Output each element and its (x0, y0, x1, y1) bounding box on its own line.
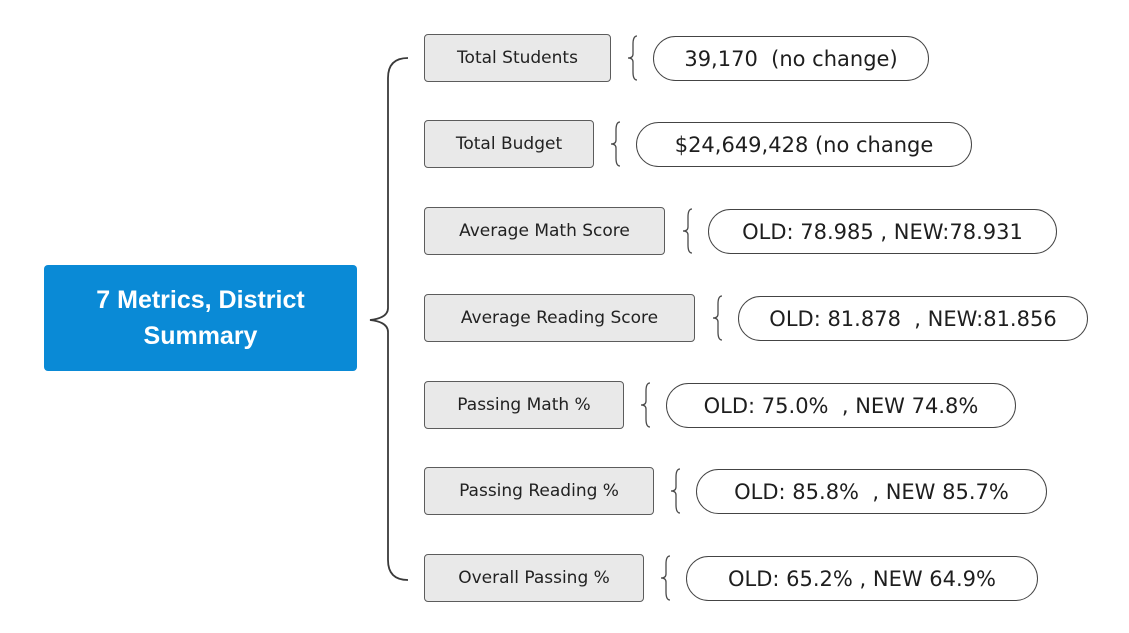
value-average-reading-score[interactable]: OLD: 81.878 , NEW:81.856 (738, 296, 1088, 341)
small-brace (670, 468, 681, 514)
value-text: OLD: 85.8% , NEW 85.7% (734, 479, 1009, 504)
metric-label: Total Students (457, 48, 578, 68)
root-node[interactable]: 7 Metrics, District Summary (44, 265, 357, 371)
main-brace (369, 57, 409, 581)
value-total-students[interactable]: 39,170 (no change) (653, 36, 929, 81)
metric-label: Average Math Score (459, 221, 630, 241)
root-label: 7 Metrics, District Summary (96, 286, 305, 350)
value-text: $24,649,428 (no change (674, 132, 934, 157)
small-brace (610, 121, 621, 167)
metric-total-budget[interactable]: Total Budget (424, 120, 594, 168)
value-passing-math[interactable]: OLD: 75.0% , NEW 74.8% (666, 383, 1016, 428)
small-brace (682, 208, 693, 254)
metric-label: Overall Passing % (458, 568, 610, 588)
value-overall-passing[interactable]: OLD: 65.2% , NEW 64.9% (686, 556, 1038, 601)
value-passing-reading[interactable]: OLD: 85.8% , NEW 85.7% (696, 469, 1047, 514)
metric-overall-passing[interactable]: Overall Passing % (424, 554, 644, 602)
value-text: 39,170 (no change) (684, 46, 898, 71)
metric-total-students[interactable]: Total Students (424, 34, 611, 82)
small-brace (627, 35, 638, 81)
small-brace (640, 382, 651, 428)
value-text: OLD: 78.985 , NEW:78.931 (742, 219, 1023, 244)
value-text: OLD: 65.2% , NEW 64.9% (727, 566, 997, 591)
value-text: OLD: 75.0% , NEW 74.8% (703, 393, 979, 418)
value-average-math-score[interactable]: OLD: 78.985 , NEW:78.931 (708, 209, 1057, 254)
value-text: OLD: 81.878 , NEW:81.856 (769, 306, 1057, 331)
metric-average-math-score[interactable]: Average Math Score (424, 207, 665, 255)
small-brace (712, 295, 723, 341)
metric-label: Passing Math % (457, 395, 591, 415)
small-brace (660, 555, 671, 601)
metric-label: Average Reading Score (460, 308, 659, 328)
metric-average-reading-score[interactable]: Average Reading Score (424, 294, 695, 342)
metric-label: Passing Reading % (459, 481, 619, 501)
value-total-budget[interactable]: $24,649,428 (no change (636, 122, 972, 167)
metric-passing-math[interactable]: Passing Math % (424, 381, 624, 429)
metric-passing-reading[interactable]: Passing Reading % (424, 467, 654, 515)
metric-label: Total Budget (455, 134, 563, 154)
